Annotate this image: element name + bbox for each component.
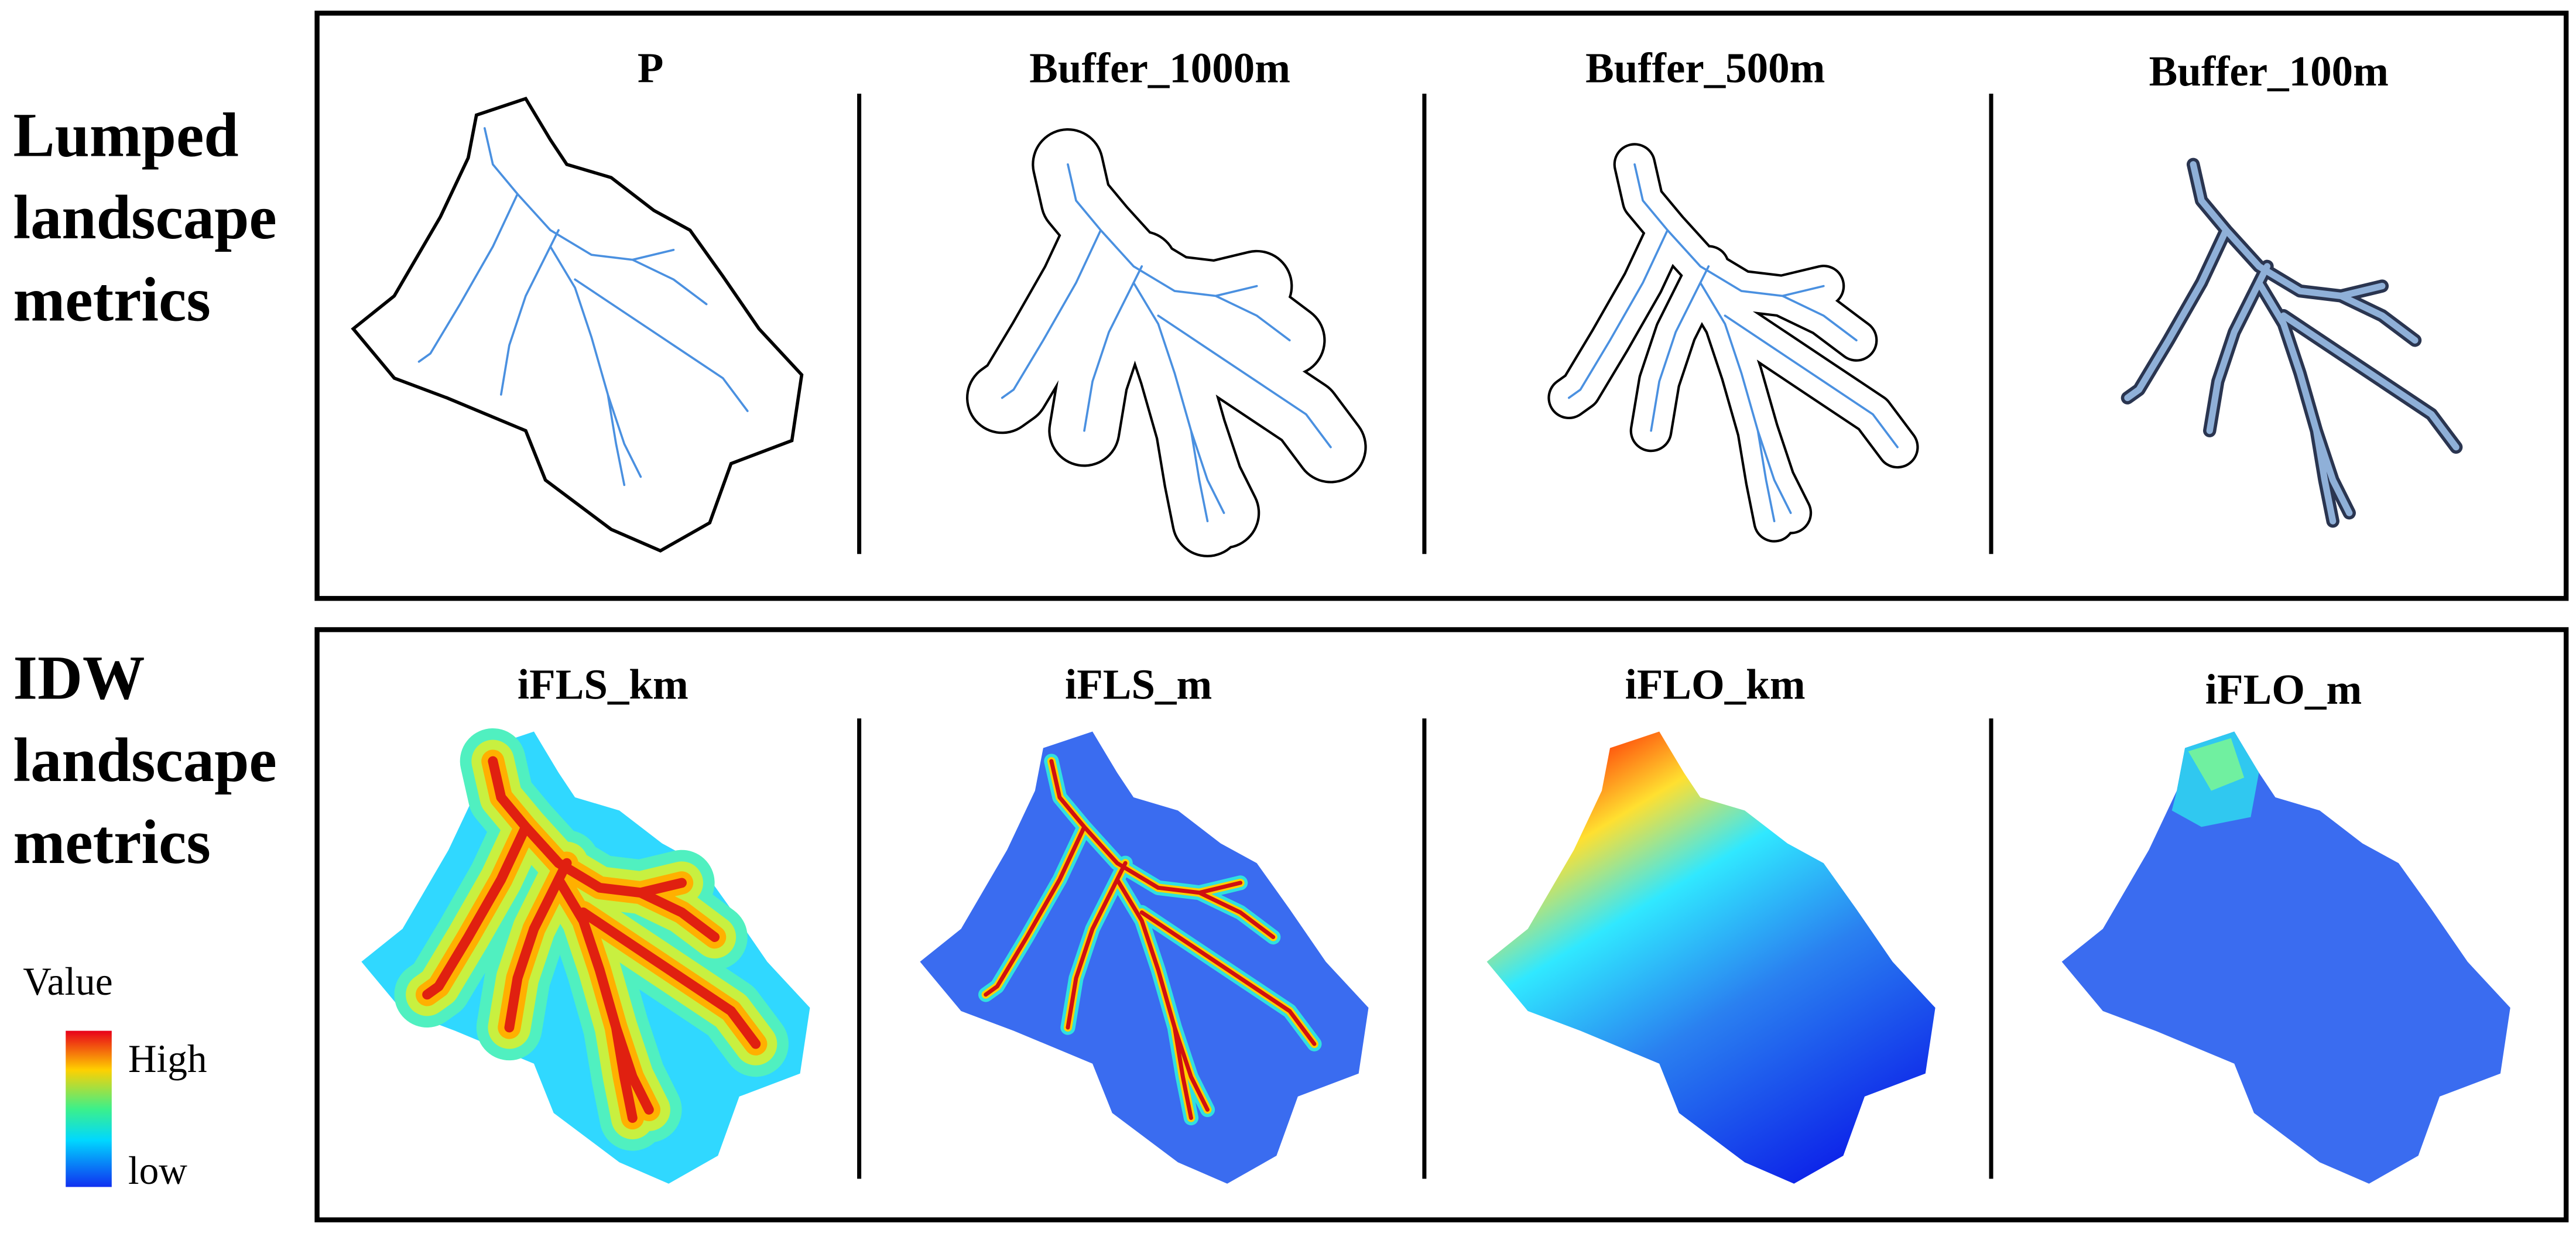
row-label: landscape	[13, 183, 276, 252]
map-ifls-m	[920, 731, 1369, 1184]
map-buffer-1000	[1002, 165, 1331, 521]
panel-title: iFLS_m	[1065, 660, 1212, 708]
panel-title: iFLO_m	[2205, 666, 2362, 713]
map-buffer-100	[2128, 165, 2456, 521]
row-label: landscape	[13, 726, 276, 795]
panel-title: iFLO_km	[1625, 660, 1806, 708]
panel-title: Buffer_500m	[1585, 44, 1825, 91]
map-buffer-500	[1569, 165, 1897, 521]
panel-title: P	[638, 44, 664, 91]
legend-title: Value	[23, 960, 112, 1003]
row-label: Lumped	[13, 101, 238, 170]
row-label: IDW	[13, 643, 145, 713]
color-bar	[66, 1030, 112, 1187]
row-label: metrics	[13, 266, 210, 335]
map-iflo-m	[2061, 731, 2510, 1184]
dividers	[857, 94, 1993, 1179]
row-label: metrics	[13, 808, 210, 877]
panel-title: iFLS_km	[518, 660, 688, 708]
map-iflo-km	[1486, 731, 1936, 1184]
panel-title: Buffer_1000m	[1029, 44, 1290, 91]
map-p	[353, 98, 801, 550]
frame	[314, 11, 2569, 601]
legend-low: low	[128, 1149, 187, 1193]
panel-title: Buffer_100m	[2149, 47, 2389, 95]
legend-high: High	[128, 1037, 207, 1081]
frame	[314, 627, 2569, 1222]
map-ifls-km	[361, 732, 810, 1184]
